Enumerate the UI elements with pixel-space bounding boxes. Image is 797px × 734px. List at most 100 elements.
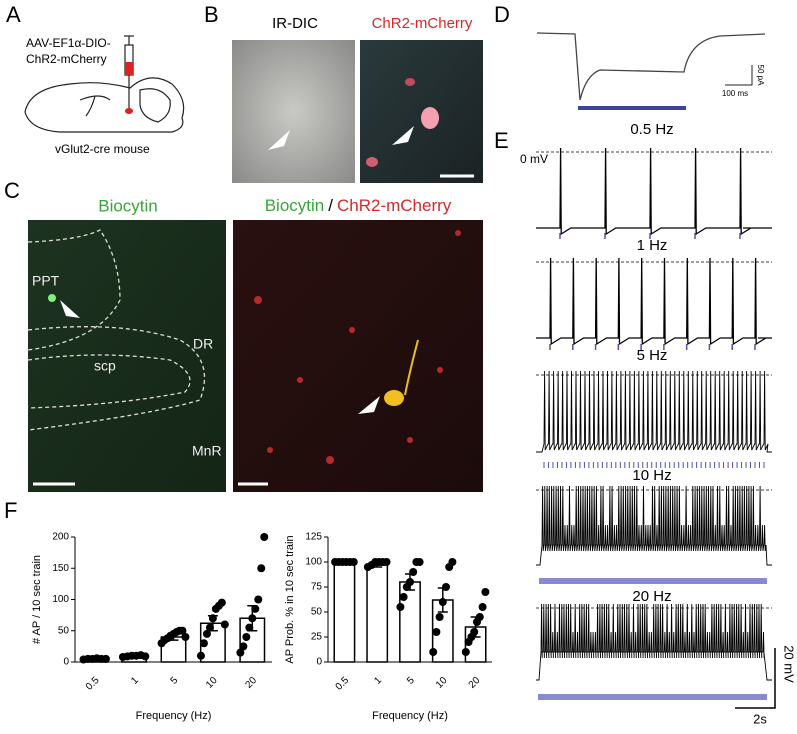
arrowhead <box>60 300 80 318</box>
panel-label: C <box>4 178 20 203</box>
y-tick-label: 50 <box>58 625 70 636</box>
voltage-trace <box>536 603 772 681</box>
bar <box>366 564 389 663</box>
x-tick-label: 10 <box>204 675 220 691</box>
data-point <box>217 598 226 607</box>
scale-label: 20 mV <box>782 645 797 683</box>
image-title: ChR2-mCherry <box>372 15 473 32</box>
bar <box>333 561 356 663</box>
x-tick-label: 1 <box>129 675 141 687</box>
data-point <box>438 598 447 606</box>
data-point <box>220 620 229 629</box>
x-axis-label: Frequency (Hz) <box>136 710 212 722</box>
frequency-label: 10 Hz <box>632 467 671 484</box>
data-point <box>396 603 405 611</box>
zero-label: 0 mV <box>520 152 548 166</box>
y-tick-label: 0 <box>316 657 322 668</box>
scale-label: 50 pA <box>756 65 765 87</box>
image-title: Biocytin <box>98 196 158 215</box>
data-point <box>202 629 211 638</box>
panel-label: D <box>494 2 510 27</box>
image-title: Biocytin / ChR2-mCherry <box>265 196 452 215</box>
data-point <box>239 642 248 651</box>
x-tick-label: 0.5 <box>84 675 102 693</box>
panel-label: B <box>204 2 219 27</box>
data-point <box>208 614 217 623</box>
current-trace <box>536 32 766 101</box>
light-pulse <box>578 106 686 110</box>
cell <box>366 157 378 167</box>
data-point <box>441 583 450 591</box>
data-point <box>481 588 490 596</box>
x-tick-label: 10 <box>434 675 450 691</box>
region-label: PPT <box>32 273 60 289</box>
ir-dic-image <box>232 40 355 183</box>
data-point <box>205 623 214 632</box>
light-pulses <box>538 694 767 700</box>
y-tick-label: 50 <box>311 607 323 618</box>
data-point <box>245 623 254 632</box>
data-point <box>399 593 408 601</box>
light-pulses <box>539 578 767 584</box>
cell <box>48 294 56 302</box>
y-tick-label: 150 <box>52 563 69 574</box>
cell <box>405 78 415 86</box>
voltage-trace <box>536 370 772 453</box>
data-point <box>409 568 418 576</box>
cells <box>254 230 461 464</box>
data-point <box>382 558 391 566</box>
y-tick-label: 75 <box>311 582 323 593</box>
data-point <box>242 633 251 641</box>
panel-label: F <box>4 498 17 523</box>
voltage-trace <box>536 147 772 236</box>
data-point <box>248 614 257 623</box>
data-point <box>461 648 470 656</box>
data-point <box>349 558 358 566</box>
x-tick-label: 5 <box>405 675 417 687</box>
data-point <box>260 533 269 541</box>
scale-bar <box>725 65 753 86</box>
data-point <box>236 648 245 657</box>
data-point <box>470 628 479 636</box>
data-point <box>251 604 260 613</box>
data-point <box>435 613 444 621</box>
region-outline <box>27 229 206 431</box>
arrowhead <box>268 130 290 150</box>
data-point <box>199 639 208 648</box>
y-tick-label: 25 <box>311 632 323 643</box>
voltage-trace <box>536 485 772 566</box>
frequency-label: 20 Hz <box>632 588 671 605</box>
data-point <box>475 613 484 621</box>
injection-site <box>125 108 133 114</box>
x-tick-label: 1 <box>372 675 384 687</box>
data-point <box>196 651 205 660</box>
data-point <box>254 595 263 604</box>
data-point <box>432 628 441 636</box>
y-tick-label: 125 <box>305 532 322 543</box>
title-part: / <box>328 196 333 215</box>
data-point <box>478 603 487 611</box>
region-label: DR <box>193 336 213 352</box>
title-part: ChR2-mCherry <box>337 196 452 215</box>
data-point <box>101 654 110 663</box>
cell <box>384 390 404 406</box>
x-tick-label: 5 <box>169 675 181 687</box>
x-axis-label: Frequency (Hz) <box>372 710 448 722</box>
region-label: scp <box>94 358 116 374</box>
y-axis-label: AP Prob. % in 10 sec train <box>284 535 296 663</box>
cell <box>421 107 439 129</box>
mouse-text: vGlut2-cre mouse <box>55 142 150 156</box>
data-point <box>406 578 414 586</box>
frequency-label: 1 Hz <box>637 237 668 254</box>
arrowhead <box>392 126 414 145</box>
panel-label: A <box>6 2 21 27</box>
brain-sketch <box>24 35 185 133</box>
voltage-trace <box>536 257 772 346</box>
y-tick-label: 100 <box>52 594 69 605</box>
y-axis-label: # AP / 10 sec train <box>31 555 43 644</box>
image-title: IR-DIC <box>272 15 318 32</box>
neurite <box>404 339 419 396</box>
data-point <box>181 633 190 641</box>
y-tick-label: 0 <box>63 657 69 668</box>
